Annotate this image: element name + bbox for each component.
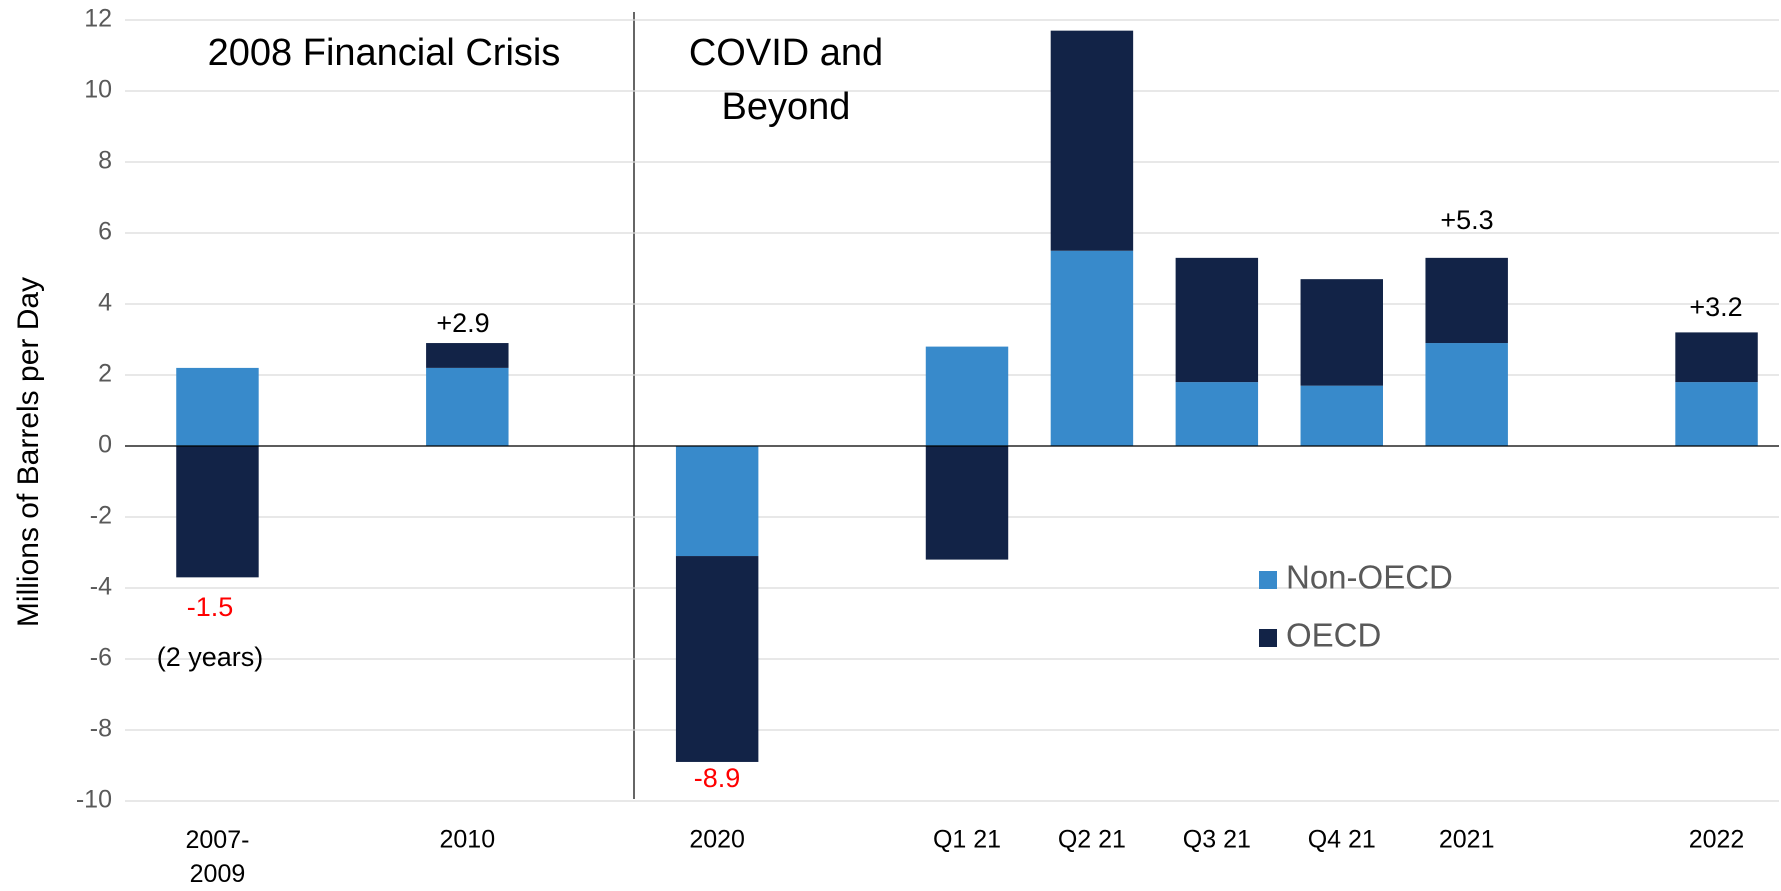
y-tick-label: -4 bbox=[90, 573, 112, 601]
x-tick-label: Q4 21 bbox=[1308, 826, 1376, 854]
annotation: +2.9 bbox=[436, 308, 489, 338]
y-tick-label: 8 bbox=[98, 147, 112, 175]
bar-segment bbox=[1300, 279, 1383, 386]
bar-segment bbox=[426, 367, 509, 446]
bar-segment bbox=[1675, 332, 1758, 383]
y-tick-label: -8 bbox=[90, 715, 112, 743]
x-tick-label: 2020 bbox=[689, 826, 745, 854]
legend-swatch bbox=[1259, 629, 1277, 647]
annotation: +5.3 bbox=[1440, 205, 1493, 235]
y-tick-label: -2 bbox=[90, 502, 112, 530]
bar-segment bbox=[925, 346, 1009, 446]
annotation: (2 years) bbox=[157, 642, 264, 672]
bar-segment bbox=[1050, 30, 1134, 251]
x-tick-label: Q1 21 bbox=[933, 826, 1001, 854]
y-tick-label: 0 bbox=[98, 431, 112, 459]
y-tick-label: 4 bbox=[98, 289, 112, 317]
bar-segment bbox=[675, 446, 759, 557]
section-title: 2008 Financial Crisis bbox=[208, 32, 561, 74]
y-tick-label: -6 bbox=[90, 644, 112, 672]
annotation: -1.5 bbox=[187, 592, 234, 622]
legend-label: OECD bbox=[1286, 617, 1381, 654]
section-title: COVID and Beyond bbox=[689, 32, 883, 128]
bar-segment bbox=[176, 367, 259, 446]
bar-segment bbox=[1050, 250, 1134, 446]
x-tick-label: 2021 bbox=[1439, 826, 1495, 854]
y-tick-label: 2 bbox=[98, 360, 112, 388]
x-tick-label: Q2 21 bbox=[1058, 826, 1126, 854]
x-tick-label: Q3 21 bbox=[1183, 826, 1251, 854]
y-tick-label: 6 bbox=[98, 218, 112, 246]
bar-segment bbox=[925, 446, 1009, 560]
bar-segment bbox=[675, 556, 759, 762]
bar-segment bbox=[176, 446, 259, 578]
x-tick-label: 2022 bbox=[1689, 826, 1745, 854]
bar-segment bbox=[1425, 257, 1508, 344]
y-axis-label: Millions of Barrels per Day bbox=[12, 277, 45, 627]
legend-label: Non-OECD bbox=[1286, 559, 1453, 596]
y-tick-label: 10 bbox=[84, 76, 112, 104]
bar-segment bbox=[426, 343, 509, 368]
x-tick-label: 2007-2009 bbox=[185, 826, 249, 888]
bar-segment bbox=[1425, 343, 1508, 446]
annotation: -8.9 bbox=[694, 763, 741, 793]
legend-swatch bbox=[1259, 571, 1277, 589]
bar-segment bbox=[1175, 257, 1259, 383]
y-tick-label: 12 bbox=[84, 5, 112, 33]
y-tick-label: -10 bbox=[76, 786, 112, 814]
x-tick-label: 2010 bbox=[439, 826, 495, 854]
bar-segment bbox=[1300, 385, 1383, 446]
annotation: +3.2 bbox=[1689, 292, 1742, 322]
bar-segment bbox=[1675, 382, 1758, 446]
bar-segment bbox=[1175, 382, 1259, 446]
